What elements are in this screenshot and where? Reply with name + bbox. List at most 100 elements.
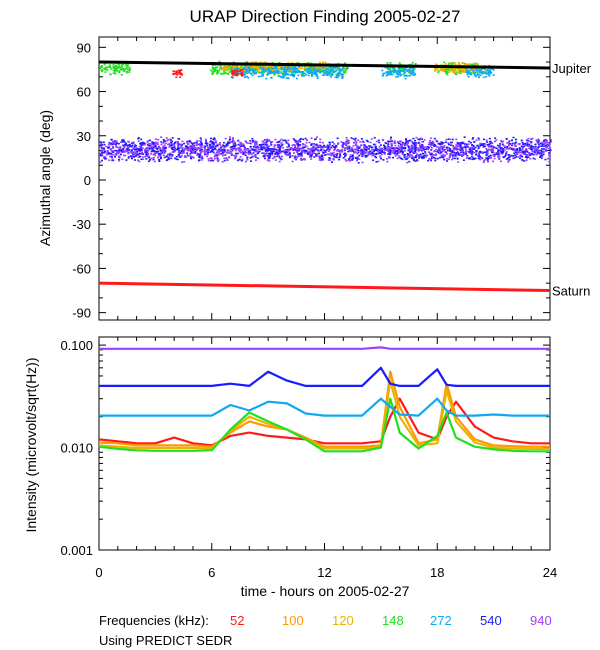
azimuth-scatter-point [256, 67, 259, 70]
azimuth-scatter-point [175, 71, 178, 73]
azimuth-scatter-point [178, 143, 181, 145]
azimuth-scatter-point [176, 155, 179, 157]
azimuth-scatter-point [435, 153, 438, 155]
azimuth-scatter-point [489, 144, 492, 147]
azimuth-scatter-point [488, 143, 491, 145]
azimuth-scatter-point [183, 160, 186, 163]
azimuth-scatter-point [251, 148, 254, 151]
azimuth-scatter-point [443, 149, 446, 151]
azimuth-scatter-point [162, 154, 165, 157]
azimuth-scatter-point [522, 143, 525, 145]
azimuth-scatter-point [154, 145, 157, 148]
azimuth-scatter-point [334, 144, 337, 147]
azimuth-scatter-point [263, 67, 266, 69]
azimuth-scatter-point [278, 144, 281, 147]
azimuth-scatter-point [336, 156, 339, 159]
azimuth-scatter-point [501, 141, 504, 143]
azimuth-scatter-point [377, 152, 380, 155]
azimuth-scatter-point [457, 145, 460, 148]
azimuth-scatter-point [244, 148, 247, 150]
azimuth-scatter-point [256, 146, 259, 148]
azimuth-scatter-point [460, 143, 463, 145]
azimuth-scatter-point [488, 148, 491, 151]
azimuth-scatter-point [377, 160, 380, 163]
azimuth-scatter-point [211, 73, 214, 75]
azimuth-scatter-point [300, 152, 303, 155]
azimuth-scatter-point [255, 146, 258, 149]
azimuth-scatter-point [533, 151, 536, 154]
azimuth-scatter-point [229, 150, 232, 153]
azimuth-scatter-point [473, 141, 476, 143]
azimuth-scatter-point [389, 151, 392, 153]
azimuth-scatter-point [401, 150, 404, 153]
azimuth-scatter-point [387, 142, 390, 144]
azimuth-scatter-point [180, 150, 183, 153]
azimuth-scatter-point [548, 156, 551, 159]
azimuth-scatter-point [231, 67, 234, 69]
azimuth-scatter-point [368, 145, 371, 148]
azimuth-scatter-point [455, 70, 458, 72]
azimuth-scatter-point [382, 159, 385, 161]
azimuth-scatter-point [410, 69, 413, 72]
azimuth-scatter-point [164, 156, 167, 158]
azimuth-scatter-point [148, 156, 151, 159]
azimuth-scatter-point [521, 147, 524, 150]
azimuth-scatter-point [354, 137, 357, 140]
azimuth-scatter-point [361, 151, 364, 154]
azimuth-scatter-point [246, 65, 249, 67]
azimuth-scatter-point [255, 142, 258, 145]
azimuth-scatter-point [485, 139, 488, 142]
azimuth-scatter-point [496, 144, 499, 147]
azimuth-scatter-point [279, 151, 282, 154]
azimuth-scatter-point [302, 70, 305, 73]
azimuth-scatter-point [375, 140, 378, 143]
azimuth-scatter-point [137, 137, 140, 139]
azimuth-scatter-point [106, 149, 109, 152]
azimuth-scatter-point [227, 64, 230, 67]
azimuth-scatter-point [389, 146, 392, 149]
azimuth-scatter-point [511, 142, 514, 145]
azimuth-scatter-point [279, 140, 282, 142]
azimuth-scatter-point [259, 148, 262, 151]
azimuth-scatter-point [248, 71, 251, 73]
azimuth-scatter-point [301, 72, 304, 75]
azimuth-scatter-point [357, 139, 360, 141]
azimuth-scatter-point [318, 66, 321, 69]
azimuth-scatter-point [150, 153, 153, 155]
azimuth-scatter-point [268, 160, 271, 162]
azimuth-scatter-point [453, 62, 456, 64]
azimuth-scatter-point [398, 156, 401, 159]
azimuth-scatter-point [477, 155, 480, 158]
azimuth-scatter-point [238, 148, 241, 150]
azimuth-scatter-point [206, 150, 209, 152]
azimuth-scatter-point [344, 152, 347, 155]
azimuth-scatter-point [121, 151, 124, 153]
azimuth-scatter-point [493, 146, 496, 148]
azimuth-scatter-point [284, 68, 287, 71]
azimuth-scatter-point [375, 153, 378, 156]
azimuth-scatter-point [221, 73, 224, 75]
azimuth-scatter-point [138, 149, 141, 152]
azimuth-scatter-point [211, 67, 214, 70]
azimuth-scatter-point [290, 67, 293, 70]
azimuth-scatter-point [365, 145, 368, 148]
azimuth-scatter-point [404, 77, 407, 80]
azimuth-scatter-point [325, 70, 328, 73]
azimuth-scatter-point [390, 136, 393, 139]
azimuth-scatter-point [341, 69, 344, 71]
x-tick-label: 0 [95, 565, 102, 580]
azimuth-scatter-point [345, 136, 348, 139]
azimuth-scatter-point [359, 141, 362, 143]
azimuth-scatter-point [110, 138, 113, 141]
azimuth-scatter-point [213, 138, 216, 140]
azimuth-scatter-point [446, 160, 449, 162]
azimuth-scatter-point [131, 157, 134, 160]
azimuth-scatter-point [478, 154, 481, 156]
azimuth-scatter-point [182, 152, 185, 154]
azimuth-scatter-point [269, 66, 272, 68]
azimuth-scatter-point [483, 151, 486, 154]
azimuth-scatter-point [344, 155, 347, 158]
azimuth-scatter-point [308, 72, 311, 74]
azimuth-scatter-point [356, 145, 359, 147]
azimuth-scatter-point [310, 149, 313, 152]
